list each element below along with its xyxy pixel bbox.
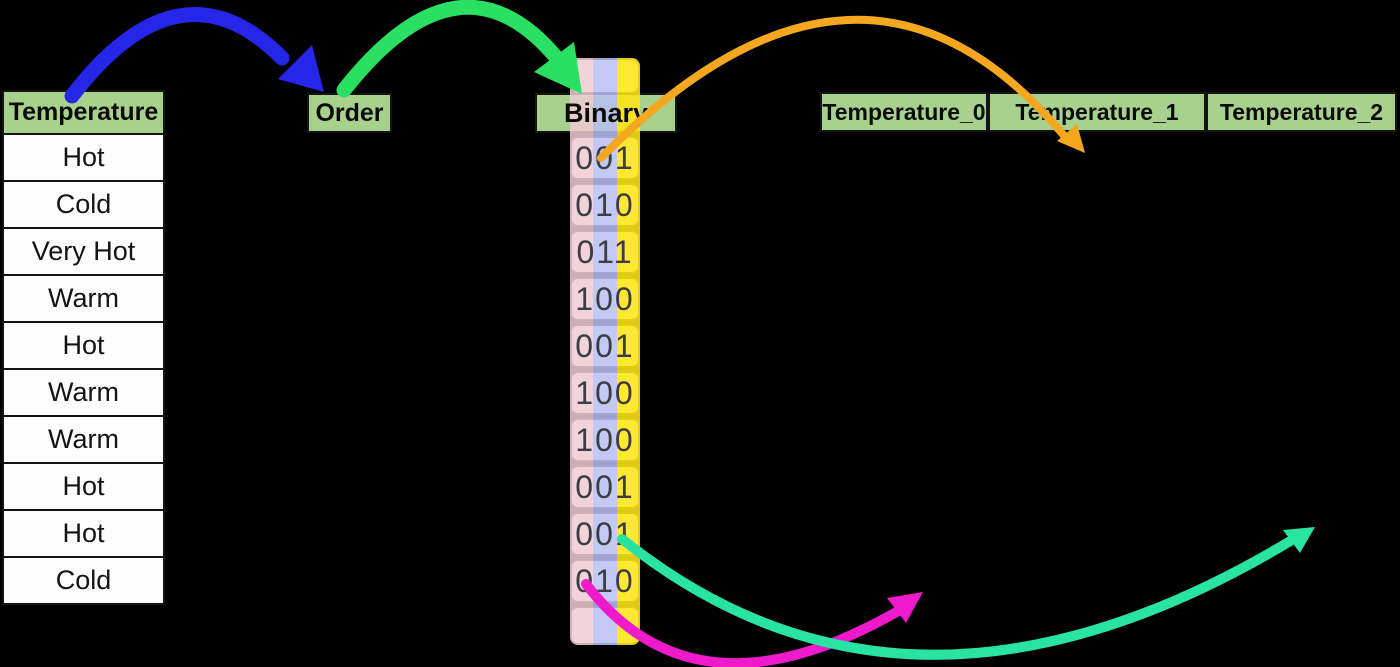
temperature-cell: Warm <box>4 274 163 321</box>
temperature-cell: Hot <box>4 462 163 509</box>
binary-value: 100 <box>575 280 635 317</box>
encoded-header-label: Temperature_0 <box>822 98 986 125</box>
encoded-header-temperature-0: Temperature_0 <box>820 92 988 132</box>
arrow-binary-row9 <box>617 534 1297 660</box>
temperature-cell: Very Hot <box>4 227 163 274</box>
temperature-cell: Cold <box>4 556 163 603</box>
binary-value: 001 <box>575 468 635 505</box>
arrow-temperature-to-order <box>64 7 290 104</box>
temperature-cell: Warm <box>4 415 163 462</box>
encoded-header-label: Temperature_1 <box>1015 98 1179 125</box>
order-header-label: Order <box>315 98 384 127</box>
temperature-cell: Hot <box>4 133 163 180</box>
binary-header-label: Binary <box>563 97 649 128</box>
binary-cell-empty <box>570 606 640 645</box>
binary-cell-cap <box>570 58 640 94</box>
binary-value: 100 <box>575 421 635 458</box>
encoded-header-label: Temperature_2 <box>1219 98 1384 125</box>
temperature-table-header: Temperature <box>4 92 163 133</box>
binary-value: 010 <box>575 562 635 599</box>
arrow-order-to-binary <box>336 0 568 98</box>
binary-value: 001 <box>575 327 635 364</box>
temperature-cell: Hot <box>4 321 163 368</box>
binary-value: 001 <box>575 139 635 176</box>
binary-column-header: Binary <box>535 93 677 133</box>
encoded-header-temperature-2: Temperature_2 <box>1206 92 1397 132</box>
arrow-binary-row10-head <box>887 592 923 623</box>
binary-value: 100 <box>575 374 635 411</box>
binary-value: 001 <box>575 515 635 552</box>
arrow-binary-row9-head <box>1283 527 1315 553</box>
temperature-table: Temperature Hot Cold Very Hot Warm Hot W… <box>2 90 165 605</box>
binary-value: 011 <box>576 233 634 270</box>
binary-value: 010 <box>575 186 635 223</box>
arrow-binary-to-encoded <box>597 15 1070 162</box>
encoded-header-temperature-1: Temperature_1 <box>988 92 1206 132</box>
order-column-header: Order <box>307 93 392 133</box>
temperature-cell: Hot <box>4 509 163 556</box>
temperature-cell: Cold <box>4 180 163 227</box>
temperature-cell: Warm <box>4 368 163 415</box>
arrow-temperature-to-order-head <box>278 45 324 92</box>
